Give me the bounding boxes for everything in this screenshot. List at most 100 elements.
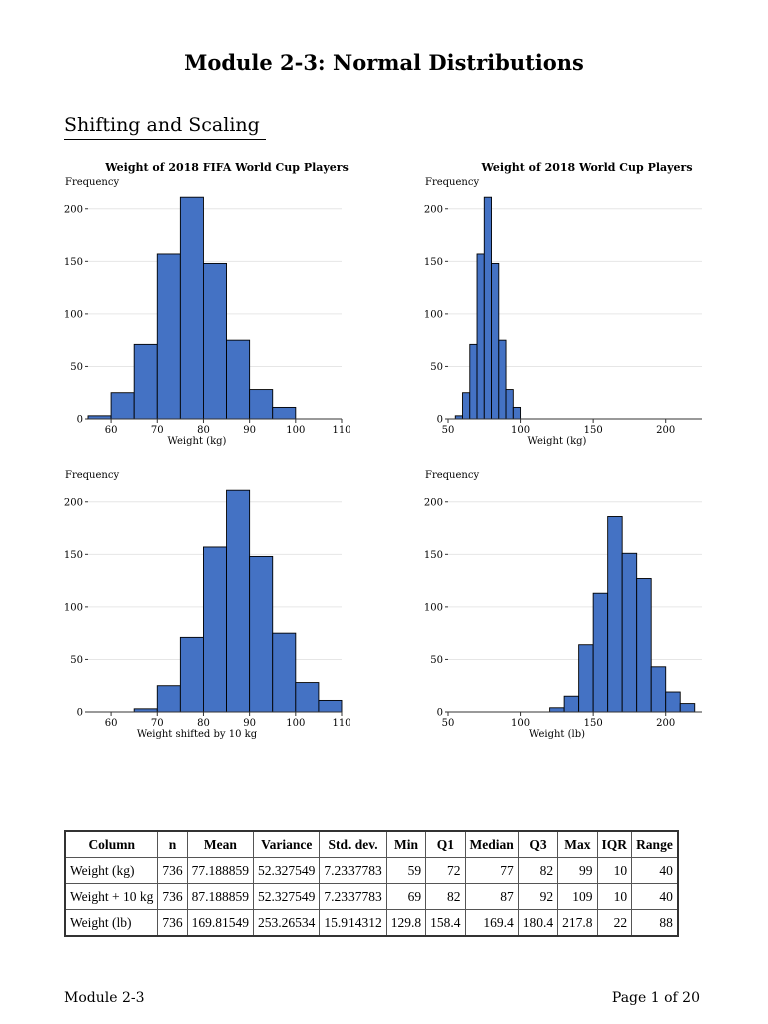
table-cell: 40 [631,857,679,884]
histogram-bar [607,516,623,713]
y-tick-label: 200 [424,497,443,508]
table-row: Weight (lb) 736 169.81549 253.26534 15.91431… [64,909,679,937]
histogram-bar [203,546,227,713]
y-tick-label: 0 [77,708,83,719]
chart-title: Weight of 2018 World Cup Players [480,161,692,174]
histogram-bar [249,555,274,713]
page-title: Module 2-3: Normal Distributions [184,50,584,75]
table-cell: 10 [596,883,633,910]
histogram-bar [650,666,667,713]
table-cell: Weight + 10 kg [64,883,159,910]
table-cell: 40 [631,883,679,910]
chart-title: Weight of 2018 FIFA World Cup Players [104,161,349,174]
x-tick-label: 100 [286,425,305,436]
table-cell: 169.4 [464,909,519,937]
x-tick-label: 200 [656,425,675,436]
table-cell: 52.327549 [253,857,321,884]
column-header: Column [64,830,159,858]
histogram-bar [621,552,638,713]
x-tick-label: 50 [442,425,455,436]
x-tick-label: 90 [243,718,256,729]
y-tick-label: 100 [424,309,443,320]
table-cell: 77.188859 [186,857,255,884]
x-tick-label: 100 [511,718,530,729]
histogram-bar [203,262,227,420]
y-tick-label: 150 [64,550,83,561]
x-tick-label: 70 [151,425,164,436]
column-header: Q3 [517,830,559,858]
histogram-bar [679,703,696,713]
table-cell: 99 [557,857,598,884]
histogram-bar [665,691,681,713]
table-cell: 736 [157,857,188,884]
table-cell: 77 [464,857,519,884]
histogram-bar [636,578,652,713]
histogram-bar [462,392,471,420]
y-tick-label: 150 [64,257,83,268]
y-tick-label: 200 [64,204,83,215]
table-row: Weight (kg) 736 77.188859 52.327549 7.233778… [64,857,679,884]
histogram-bar [318,699,343,713]
table-cell: 87.188859 [186,883,255,910]
histogram-bar [226,489,251,713]
y-tick-label: 200 [64,497,83,508]
table-cell: 10 [596,857,633,884]
table-row: Weight + 10 kg 736 87.188859 52.327549 7.233… [64,883,679,910]
histogram-bar [563,695,580,713]
y-tick-label: 50 [430,655,443,666]
y-tick-label: 0 [437,708,443,719]
y-axis-label: Frequency [425,470,479,481]
chart-svg: Frequency 0 50 100 150 200 60 70 80 90 100 110 Weigh… [64,470,350,740]
column-header: Std. dev. [319,830,387,858]
chart-svg: Weight of 2018 World Cup PlayersFrequenc… [424,161,702,447]
y-axis-label: Frequency [65,177,119,188]
histogram-bar [491,262,500,420]
histogram-bar [469,343,478,420]
column-header: n [157,830,188,858]
x-tick-label: 60 [105,425,118,436]
histogram-bar [549,707,565,713]
x-axis-label: Weight shifted by 10 kg [137,729,258,740]
histogram-bar [226,339,251,420]
y-axis-label: Frequency [65,470,119,481]
table-cell: 59 [385,857,427,884]
histogram-bar [578,644,594,713]
table-cell: 253.26534 [253,909,321,937]
histogram-bar [483,196,492,420]
histogram-bar [295,682,320,713]
x-tick-label: 150 [584,718,603,729]
histogram-bar [110,392,135,420]
table-cell: 736 [157,883,188,910]
table-cell: 158.4 [425,909,466,937]
histogram-bar [179,196,204,420]
x-axis-label: Weight (kg) [168,436,227,447]
histogram-bar [498,339,507,420]
summary-statistics-table: Column n Mean Variance Std. dev. Min Q1 Median Q… [64,830,679,937]
table-cell: 82 [517,857,559,884]
column-header: Min [385,830,427,858]
histogram-bar [156,253,181,420]
histogram-weight-shifted: Frequency 0 50 100 150 200 60 70 80 90 100 110 Weigh… [60,448,350,743]
histogram-bar [156,685,181,713]
y-tick-label: 0 [437,415,443,426]
x-tick-label: 50 [442,718,455,729]
histogram-bar [512,406,522,420]
column-header: Variance [253,830,321,858]
table-cell: 82 [425,883,466,910]
table-cell: 88 [631,909,679,937]
table-cell: 87 [464,883,519,910]
table-cell: 7.2337783 [319,883,387,910]
x-tick-label: 200 [656,718,675,729]
section-title: Shifting and Scaling [64,114,266,140]
histogram-bar [272,406,297,420]
y-tick-label: 50 [70,362,83,373]
histogram-bar [272,632,297,713]
table-cell: Weight (lb) [64,909,159,937]
y-tick-label: 150 [424,257,443,268]
histogram-bar [133,343,158,420]
column-header: Max [557,830,598,858]
column-header: Q1 [425,830,466,858]
table-cell: 736 [157,909,188,937]
histogram-weight-kg: Weight of 2018 FIFA World Cup Players Fre… [60,155,350,450]
